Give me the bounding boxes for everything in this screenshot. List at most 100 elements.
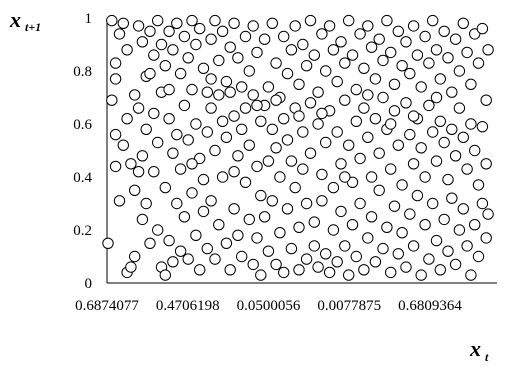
y-tick-label: 0: [85, 276, 93, 292]
scatter-point: [167, 44, 179, 56]
scatter-point: [407, 110, 420, 122]
scatter-point: [144, 67, 156, 80]
x-tick-label: 0.6874077: [75, 298, 139, 314]
scatter-point: [117, 139, 130, 151]
scatter-point: [469, 219, 481, 231]
scatter-point: [236, 250, 248, 263]
scatter-point: [297, 126, 309, 138]
scatter-point: [388, 78, 401, 91]
scatter-point: [385, 118, 397, 130]
scatter-point: [182, 134, 194, 146]
scatter-point: [354, 28, 366, 40]
scatter-point: [293, 264, 305, 276]
scatter-point: [140, 197, 152, 210]
scatter-point: [129, 250, 141, 263]
scatter-point: [167, 147, 179, 159]
scatter-point: [373, 147, 385, 159]
scatter-point: [159, 181, 172, 194]
scatter-point: [373, 184, 385, 197]
scatter-point: [404, 128, 416, 141]
scatter-point: [174, 163, 187, 175]
scatter-point: [224, 264, 236, 276]
scatter-point: [194, 22, 206, 35]
scatter-point: [197, 205, 210, 218]
x-tick-label: 0.0077875: [317, 298, 381, 314]
scatter-point: [419, 219, 431, 231]
scatter-point: [163, 83, 175, 96]
scatter-point: [480, 232, 492, 244]
scatter-point: [213, 219, 225, 231]
scatter-point: [377, 54, 389, 67]
scatter-point: [480, 94, 492, 106]
scatter-point: [411, 49, 424, 61]
scatter-point: [232, 150, 244, 162]
scatter-point: [132, 102, 145, 114]
scatter-point: [438, 136, 450, 149]
scatter-point: [171, 197, 183, 210]
scatter-point: [423, 253, 435, 265]
scatter-point: [381, 14, 393, 27]
scatter-point: [449, 33, 462, 45]
scatter-point: [300, 197, 313, 210]
scatter-point: [216, 25, 229, 37]
scatter-point: [220, 131, 233, 144]
scatter-point: [369, 256, 382, 268]
scatter-point: [148, 49, 160, 61]
scatter-point: [178, 30, 191, 43]
scatter-point: [335, 205, 347, 218]
scatter-point: [316, 28, 328, 40]
scatter-point: [404, 67, 416, 80]
scatter-point: [106, 94, 118, 106]
scatter-point: [457, 131, 469, 144]
y-axis-title: x t+1: [9, 7, 41, 34]
scatter-point: [423, 99, 435, 112]
scatter-point: [327, 181, 340, 194]
scatter-point: [278, 266, 290, 279]
scatter-point: [155, 38, 168, 51]
scatter-point: [148, 107, 160, 120]
scatter-point: [362, 89, 374, 101]
scatter-point: [209, 253, 221, 265]
scatter-point: [213, 89, 225, 101]
scatter-point: [404, 208, 416, 220]
scatter-point: [339, 240, 351, 252]
scatter-point: [396, 179, 408, 191]
scatter-point: [449, 150, 462, 162]
scatter-point: [400, 36, 412, 48]
scatter-point: [109, 160, 122, 173]
scatter-point: [102, 237, 114, 250]
scatter-point: [415, 269, 427, 281]
scatter-point: [388, 200, 401, 212]
scatter-point: [236, 81, 248, 93]
scatter-point: [453, 65, 466, 77]
scatter-point: [472, 250, 485, 263]
scatter-point: [308, 49, 320, 61]
y-tick-label: 0.4: [73, 170, 92, 186]
scatter-point: [258, 33, 271, 45]
scatter-point: [163, 234, 175, 247]
scatter-point: [442, 173, 454, 186]
scatter-point: [216, 171, 229, 183]
scatter-point: [228, 17, 240, 29]
scatter-point: [350, 250, 362, 263]
scatter-point: [190, 118, 202, 130]
scatter-point: [209, 144, 221, 157]
scatter-point: [365, 41, 378, 53]
scatter-point: [167, 256, 179, 268]
scatter-point: [205, 33, 217, 45]
scatter-point: [140, 123, 152, 136]
scatter-point: [343, 269, 355, 281]
scatter-point: [125, 261, 137, 273]
scatter-point: [346, 219, 359, 231]
scatter-point: [396, 59, 408, 72]
scatter-point: [343, 14, 355, 27]
scatter-point: [220, 237, 233, 250]
scatter-point: [461, 240, 473, 252]
scatter-point: [247, 20, 259, 32]
scatter-point: [434, 73, 446, 85]
scatter-point: [201, 242, 214, 255]
scatter-point: [228, 110, 240, 122]
scatter-point: [113, 28, 126, 40]
scatter-point: [358, 102, 370, 114]
scatter-point: [308, 240, 320, 252]
